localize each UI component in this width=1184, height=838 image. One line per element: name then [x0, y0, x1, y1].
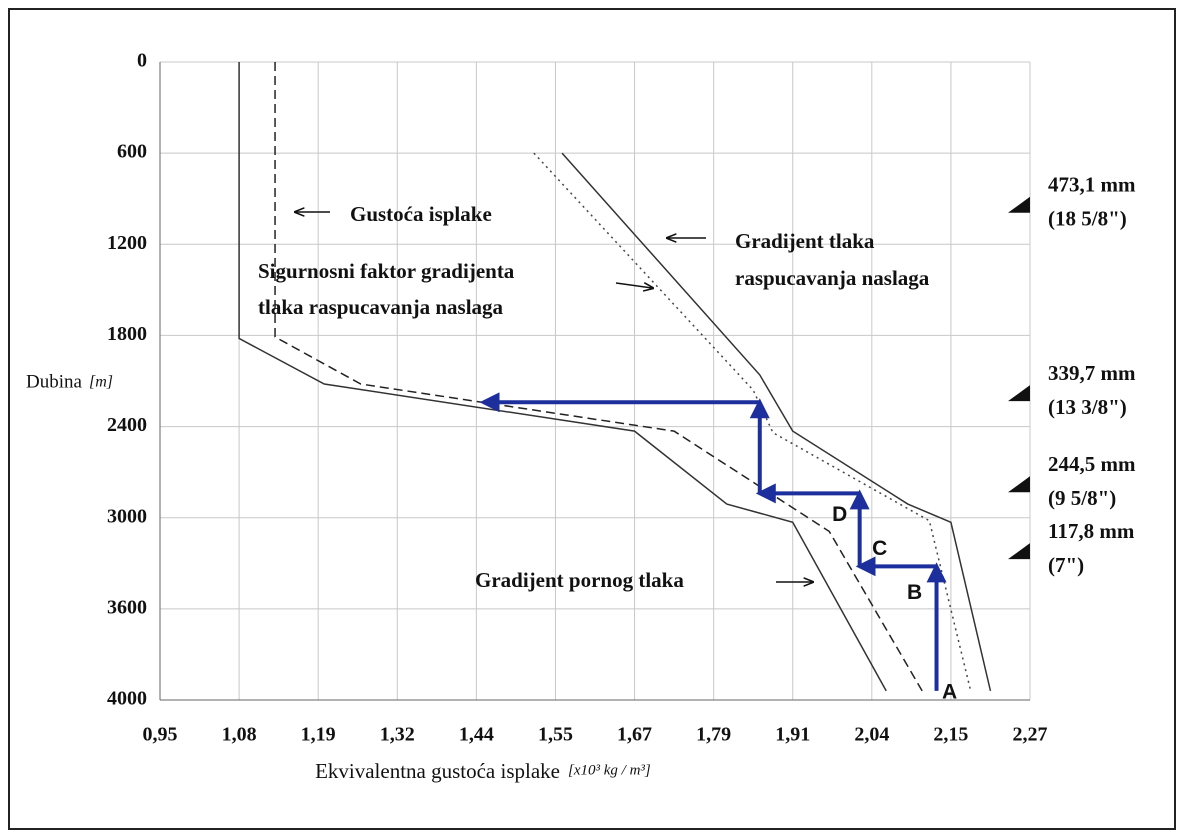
casing-size: 244,5 mm [1048, 452, 1136, 476]
y-tick-label: 3000 [107, 505, 147, 527]
x-tick-label: 1,32 [380, 724, 415, 746]
x-tick-label: 1,79 [696, 724, 731, 746]
label-arrow [615, 283, 652, 288]
point-label: D [832, 503, 847, 526]
y-tick-label: 600 [117, 141, 147, 163]
casing-size: 339,7 mm [1048, 361, 1136, 385]
casing-inch: (18 5/8") [1048, 207, 1127, 231]
x-tick-label: 2,04 [854, 724, 889, 746]
y-tick-label: 3600 [107, 596, 147, 618]
x-tick-label: 2,27 [1013, 724, 1048, 746]
casing-marker [1008, 385, 1030, 402]
y-tick-label: 4000 [107, 688, 147, 710]
series-label: Gradijent tlaka [735, 229, 875, 253]
y-tick-label: 2400 [107, 414, 147, 436]
casing-inch: (13 3/8") [1048, 395, 1127, 419]
series-label: Gradijent pornog tlaka [475, 568, 684, 592]
series-line [274, 62, 923, 692]
point-label: B [907, 581, 922, 604]
series-line [238, 62, 887, 692]
y-axis-unit: [m] [89, 374, 113, 391]
x-axis-unit: [x10³ kg / m³] [568, 762, 651, 778]
casing-inch: (7") [1048, 553, 1084, 577]
x-tick-label: 1,19 [301, 724, 336, 746]
series-label: tlaka raspucavanja naslaga [258, 295, 504, 319]
casing-size: 473,1 mm [1048, 173, 1136, 197]
y-axis-label: Dubina [26, 371, 83, 392]
x-tick-label: 2,15 [933, 724, 968, 746]
point-label: C [872, 537, 887, 560]
x-axis-label: Ekvivalentna gustoća isplake [315, 759, 560, 783]
frame [8, 8, 1176, 830]
x-tick-label: 1,55 [538, 724, 573, 746]
series-line [561, 152, 992, 692]
casing-size: 117,8 mm [1048, 519, 1135, 543]
x-tick-label: 1,91 [775, 724, 810, 746]
casing-marker [1008, 196, 1030, 213]
series-label: Gustoća isplake [350, 202, 492, 226]
casing-marker [1008, 543, 1030, 560]
casing-marker [1008, 476, 1030, 493]
y-tick-label: 1800 [107, 323, 147, 345]
casing-inch: (9 5/8") [1048, 486, 1116, 510]
x-tick-label: 1,08 [222, 724, 257, 746]
x-tick-label: 0,95 [143, 724, 178, 746]
x-tick-label: 1,44 [459, 724, 494, 746]
point-label: A [942, 680, 957, 703]
y-tick-label: 0 [137, 50, 147, 72]
series-label: raspucavanja naslaga [735, 266, 930, 290]
y-tick-label: 1200 [107, 232, 147, 254]
series-label: Sigurnosni faktor gradijenta [258, 259, 515, 283]
x-tick-label: 1,67 [617, 724, 652, 746]
